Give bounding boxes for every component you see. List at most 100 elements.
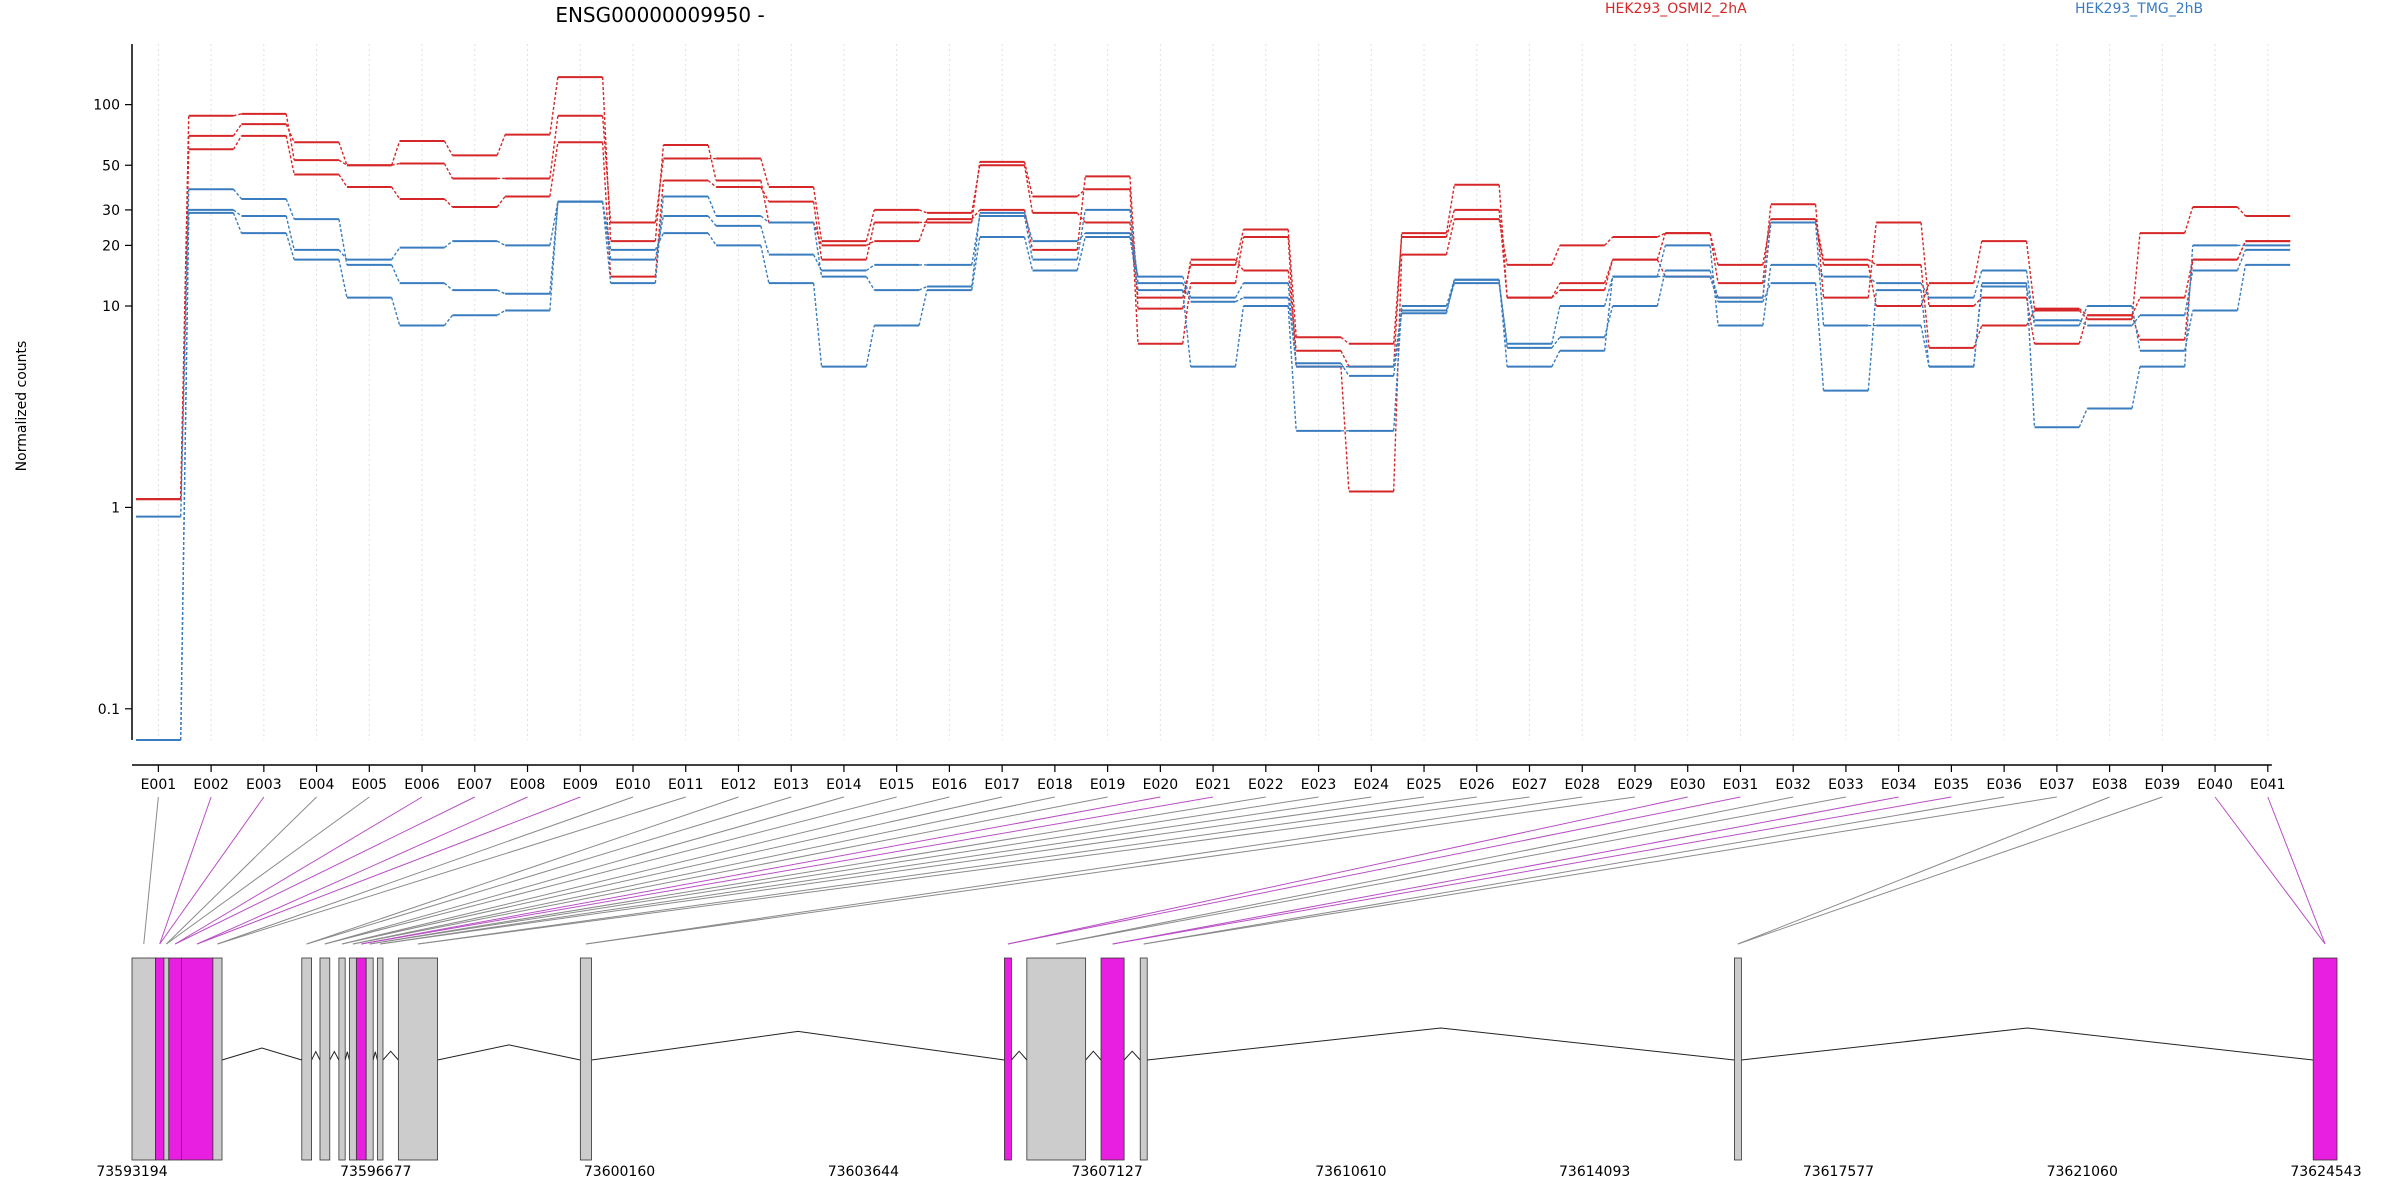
connector-line — [1143, 796, 2057, 945]
connector-line — [417, 796, 1530, 945]
series-transition — [1498, 209, 1508, 298]
series-transition — [601, 201, 612, 284]
series-transition — [391, 186, 401, 200]
series-transition — [1814, 219, 1825, 260]
series-transition — [812, 254, 823, 271]
series-transition — [1867, 259, 1877, 266]
series-transition — [2131, 297, 2141, 316]
exon-4 — [168, 957, 182, 1161]
series-transition — [1867, 222, 1877, 298]
series-transition — [865, 276, 875, 291]
series-transition — [1287, 305, 1297, 431]
series-transition — [707, 179, 717, 188]
exon-label-e014: E014 — [826, 777, 862, 793]
series-transition — [812, 186, 823, 242]
connector-line — [1112, 796, 1899, 945]
series-transition — [285, 198, 295, 220]
series-transition — [1709, 232, 1719, 266]
exon-label-e008: E008 — [510, 777, 546, 793]
exon-13 — [376, 957, 384, 1161]
exon-16 — [1004, 957, 1012, 1161]
series-transition — [1814, 204, 1825, 298]
connector-line — [196, 796, 581, 945]
series-transition — [391, 140, 401, 166]
exon-label-e001: E001 — [141, 777, 177, 793]
series-transition — [549, 201, 559, 311]
series-transition — [1234, 259, 1245, 271]
intron — [1147, 1027, 1735, 1061]
connector-line — [361, 796, 1161, 945]
series-transition — [1023, 215, 1034, 260]
series-transition — [1076, 176, 1086, 250]
series-transition — [760, 180, 770, 223]
series-transition — [1182, 276, 1192, 298]
series-transition — [1762, 282, 1772, 303]
exon-label-e025: E025 — [1406, 777, 1442, 793]
series-transition — [760, 245, 770, 284]
series-transition — [2184, 270, 2194, 316]
connector-line — [1007, 796, 1741, 945]
connector-line — [159, 796, 265, 945]
exon-label-e035: E035 — [1934, 777, 1970, 793]
series-transition — [338, 174, 348, 188]
genomic-coordinate-label: 73596677 — [340, 1164, 411, 1180]
series-transition — [654, 215, 665, 260]
exon-2 — [155, 957, 165, 1161]
series-transition — [496, 196, 506, 208]
y-tick-label: 10 — [102, 299, 120, 315]
series-transition — [1603, 259, 1614, 291]
exon-label-e010: E010 — [615, 777, 651, 793]
exon-label-e034: E034 — [1881, 777, 1917, 793]
exon-label-e037: E037 — [2039, 777, 2075, 793]
intron — [1011, 1050, 1028, 1061]
series-transition — [1287, 229, 1297, 338]
connector-line — [380, 796, 1372, 945]
series-transition — [2078, 315, 2088, 344]
exon-label-e006: E006 — [404, 777, 440, 793]
connector-line — [1737, 796, 2163, 945]
exon-1 — [131, 957, 156, 1161]
intron — [329, 1050, 340, 1061]
series-transition — [1867, 264, 1877, 307]
exon-label-e028: E028 — [1564, 777, 1600, 793]
series-transition — [2236, 249, 2247, 271]
series-transition — [654, 180, 665, 277]
y-tick-label: 50 — [102, 158, 120, 174]
series-transition — [1392, 254, 1403, 492]
series-transition — [496, 289, 506, 295]
series-transition — [601, 201, 612, 250]
connector-line — [166, 796, 317, 945]
exon-label-e017: E017 — [984, 777, 1020, 793]
series-transition — [1709, 276, 1719, 302]
series-transition — [760, 186, 770, 202]
exon-18 — [1100, 957, 1125, 1161]
series-transition — [1076, 236, 1086, 271]
series-transition — [1498, 279, 1508, 367]
series-transition — [1445, 279, 1456, 314]
legend: HEK293_OSMI2_2hA HEK293_TMG_2hB — [1605, 1, 2203, 17]
exon-label-e015: E015 — [879, 777, 915, 793]
exon-3 — [163, 957, 170, 1161]
series-transition — [1920, 289, 1930, 367]
exon-15 — [579, 957, 592, 1161]
series-transition — [233, 113, 242, 117]
series-transition — [1973, 297, 1983, 307]
intron — [344, 1051, 350, 1061]
series-transition — [707, 144, 717, 181]
series-transition — [918, 289, 928, 326]
series-transition — [1340, 336, 1350, 345]
connector-line — [174, 796, 423, 945]
connector-line — [361, 796, 1214, 945]
series-transition — [1076, 209, 1086, 260]
series-5 — [136, 200, 2291, 741]
series-transition — [1234, 305, 1245, 367]
series-transition — [1340, 366, 1350, 492]
series-transition — [2184, 245, 2194, 367]
series-transition — [760, 158, 770, 188]
series-transition — [1340, 350, 1350, 367]
series-transition — [1814, 283, 1825, 391]
series-transition — [654, 232, 664, 251]
series-transition — [1182, 259, 1192, 309]
connector-line — [324, 796, 897, 945]
series-transition — [1182, 289, 1192, 367]
